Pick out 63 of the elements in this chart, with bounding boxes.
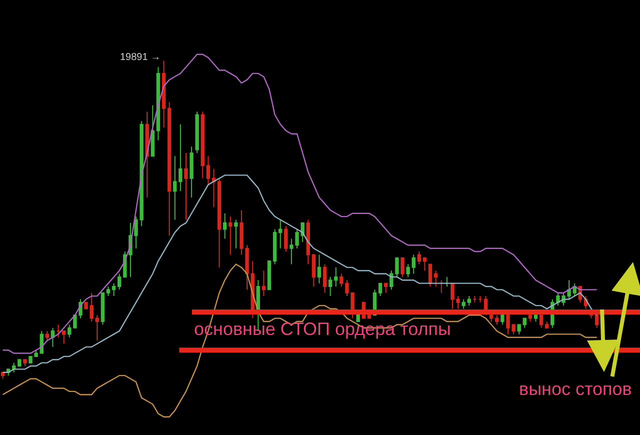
candlestick xyxy=(228,216,232,256)
candlestick xyxy=(422,257,427,272)
candlestick xyxy=(167,102,172,236)
candlestick xyxy=(23,359,27,366)
candlestick xyxy=(90,292,94,322)
candlestick xyxy=(45,330,50,342)
annotation: 19891 → xyxy=(120,52,161,63)
candlestick xyxy=(267,260,272,290)
candlestick xyxy=(106,286,110,297)
candlestick xyxy=(472,296,477,303)
candlestick xyxy=(112,282,116,297)
candlestick xyxy=(184,152,188,220)
candlestick xyxy=(150,104,155,157)
candlestick xyxy=(234,219,238,249)
candlestick xyxy=(145,111,149,198)
candlestick xyxy=(317,254,322,284)
candlestick xyxy=(417,251,422,265)
candlestick xyxy=(156,66,160,141)
candlestick xyxy=(378,282,382,297)
candlestick xyxy=(162,60,166,128)
candlestick xyxy=(206,156,210,186)
candlestick xyxy=(173,156,177,220)
candlestick xyxy=(322,264,327,294)
candlestick xyxy=(284,226,288,252)
candlestick xyxy=(428,264,432,287)
candlestick xyxy=(462,298,466,310)
candlestick xyxy=(434,270,438,287)
candlestick xyxy=(56,324,60,338)
candlestick xyxy=(84,302,88,310)
candlestick xyxy=(272,228,277,265)
candlestick xyxy=(334,266,338,287)
candlestick xyxy=(195,111,199,154)
candlestick xyxy=(212,168,216,208)
candlestick xyxy=(100,292,105,326)
candlestick xyxy=(200,111,204,179)
candlestick xyxy=(528,314,532,322)
candlestick xyxy=(534,314,538,322)
candlestick xyxy=(278,219,282,249)
candlestick xyxy=(517,324,521,335)
candlestick xyxy=(545,320,549,328)
candlestick xyxy=(222,212,227,240)
candlestick xyxy=(190,146,194,198)
candlestick xyxy=(412,254,416,274)
candlestick xyxy=(217,178,222,268)
candlestick xyxy=(50,327,55,348)
candlestick xyxy=(384,282,388,294)
candlestick xyxy=(62,330,66,344)
candlestick xyxy=(262,270,266,297)
candlestick xyxy=(95,314,100,342)
candlestick xyxy=(522,318,527,328)
candlestick xyxy=(178,124,182,192)
candlestick xyxy=(312,254,316,287)
candlestick xyxy=(328,276,332,297)
candlestick xyxy=(539,314,544,328)
candlestick xyxy=(400,257,404,278)
candlestick xyxy=(306,219,310,265)
candlestick xyxy=(406,264,410,278)
candlestick xyxy=(495,314,499,326)
text: вынос стопов xyxy=(519,379,632,399)
candlestick xyxy=(18,359,22,366)
candlestick xyxy=(118,273,122,290)
candlestick xyxy=(467,296,471,306)
candlestick xyxy=(478,296,482,303)
